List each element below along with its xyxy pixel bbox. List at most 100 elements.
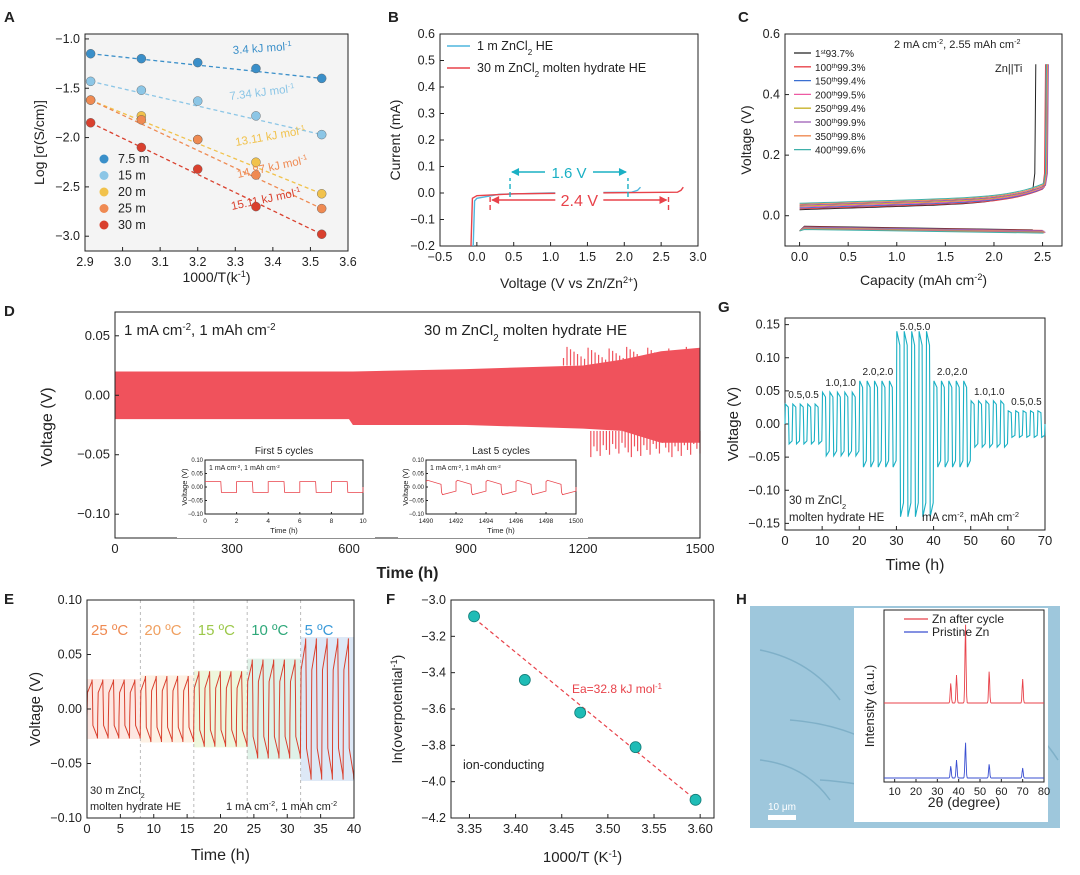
- x-tick-label: 2.9: [76, 255, 93, 269]
- x-tick-label: 8: [330, 518, 334, 525]
- plot-frame: [784, 33, 1063, 247]
- text-part: ): [982, 272, 987, 288]
- text-part: -2: [276, 464, 281, 469]
- y-tick-label: 0.4: [418, 80, 435, 94]
- arrow-head: [618, 168, 627, 176]
- data-point: [193, 96, 203, 106]
- y-tick-label: −0.1: [410, 213, 435, 227]
- legend-label: Pristine Zn: [932, 625, 989, 639]
- text-part: 2 mA cm: [894, 39, 937, 51]
- legend-label: 7.5 m: [118, 152, 149, 166]
- text-part: th: [832, 104, 838, 111]
- panel-letter: B: [388, 9, 399, 26]
- text-part: 99.5%: [837, 90, 865, 101]
- legend-label: 30 m: [118, 218, 146, 232]
- electrolyte-label: 30 m ZnCl2 molten hydrate HE: [424, 322, 627, 344]
- text-part: th: [832, 62, 838, 69]
- legend-label: 30 m ZnCl2 molten hydrate HE: [477, 61, 646, 79]
- legend-marker: [99, 154, 109, 164]
- y-tick-label: 0.00: [58, 702, 82, 716]
- electrolyte-note: molten hydrate HE: [789, 512, 885, 524]
- text-part: ): [246, 269, 251, 285]
- x-tick-label: 20: [910, 786, 922, 798]
- text-part: -2: [1014, 38, 1020, 46]
- x-tick-label: 3.2: [189, 255, 206, 269]
- legend-label: 200th99.5%: [815, 90, 866, 102]
- text-part: , 1 mAh cm: [461, 465, 497, 472]
- y-tick-label: −0.05: [188, 499, 204, 505]
- x-tick-label: 0: [203, 518, 207, 525]
- data-point: [193, 164, 203, 174]
- x-tick-label: 3.4: [264, 255, 281, 269]
- arrow-head: [491, 196, 500, 204]
- rate-label: 0.5,0.5: [1011, 397, 1042, 408]
- x-tick-label: 2.0: [985, 250, 1002, 264]
- text-part: 2: [493, 333, 498, 344]
- text-part: 30 m ZnCl: [90, 785, 141, 797]
- panel-e: 25 ºC 20 ºC 15 ºC 10 ºC 5 ºC 0 5 10 15 20 25 30 35 40…: [27, 593, 361, 864]
- x-axis-label: 1000/T (K-1): [543, 849, 622, 867]
- y-tick-label: −0.05: [409, 499, 425, 505]
- scale-bar-label: 10 μm: [768, 802, 796, 813]
- plot-background: [85, 34, 348, 251]
- text-part: 30 m ZnCl: [424, 322, 493, 339]
- x-tick-label: 0: [83, 821, 90, 836]
- y-tick-label: −3.0: [55, 229, 80, 243]
- text-part: 150: [815, 77, 832, 88]
- x-tick-label: 1500: [686, 541, 715, 556]
- y-tick-label: −3.6: [421, 702, 446, 716]
- legend-marker: [99, 204, 109, 213]
- discharge-curve: [799, 228, 1044, 234]
- text-part: 1: [815, 49, 821, 60]
- arrow-head: [511, 168, 520, 176]
- data-point: [136, 85, 147, 95]
- data-point: [317, 73, 327, 84]
- x-axis-label: 2θ (degree): [928, 794, 1000, 810]
- text-part: ): [617, 849, 622, 866]
- x-tick-label: 60: [1001, 533, 1015, 548]
- x-tick-label: 50: [963, 533, 977, 548]
- voltage-curve: [86, 638, 355, 780]
- text-part: th: [832, 131, 838, 138]
- y-tick-label: 0.5: [418, 54, 435, 68]
- electrolyte-note: 30 m ZnCl2: [90, 785, 145, 800]
- charge-curve: [799, 64, 1048, 205]
- text-part: 2: [141, 792, 145, 800]
- y-tick-label: 0.2: [763, 148, 780, 162]
- activation-energy-label: Ea=32.8 kJ mol-1: [572, 682, 662, 697]
- text-part: 99.4%: [837, 104, 865, 115]
- y-tick-label: 0.0: [763, 209, 780, 223]
- x-tick-label: 15: [180, 821, 194, 836]
- x-tick-label: 2.5: [652, 250, 669, 264]
- x-tick-label: 3.45: [549, 821, 574, 836]
- data-point: [251, 63, 261, 74]
- y-axis-label: Voltage (V): [738, 105, 754, 174]
- y-tick-label: 0.0: [418, 186, 435, 200]
- charge-curve: [799, 64, 1049, 206]
- data-point: [85, 76, 96, 87]
- x-tick-label: 5: [117, 821, 124, 836]
- y-tick-label: −0.05: [50, 757, 82, 771]
- text-part: -1: [389, 659, 399, 667]
- text-part: 350: [815, 132, 832, 143]
- x-tick-label: 40: [953, 786, 965, 798]
- text-part: 2: [535, 70, 540, 79]
- x-tick-label: 70: [1017, 786, 1029, 798]
- cell-label: Zn||Ti: [995, 63, 1022, 75]
- x-tick-label: 1494: [479, 518, 494, 525]
- fit-line-4: [90, 122, 322, 235]
- data-point: [629, 741, 642, 754]
- x-tick-label: 3.1: [151, 255, 168, 269]
- y-tick-label: −4.2: [421, 811, 446, 825]
- text-part: 2: [528, 48, 533, 57]
- text-part: -1: [299, 152, 307, 162]
- x-tick-label: 0.0: [468, 250, 485, 264]
- units-note: mA cm-2, mAh cm-2: [922, 510, 1019, 525]
- x-tick-label: 1200: [569, 541, 598, 556]
- text-part: 300: [815, 118, 832, 129]
- temperature-label: 15 ºC: [198, 622, 235, 639]
- y-tick-label: 0.4: [763, 88, 780, 102]
- rate-curve: [784, 331, 1046, 517]
- y-tick-label: 0.05: [85, 328, 110, 343]
- rate-label: 1.0,1.0: [974, 387, 1005, 398]
